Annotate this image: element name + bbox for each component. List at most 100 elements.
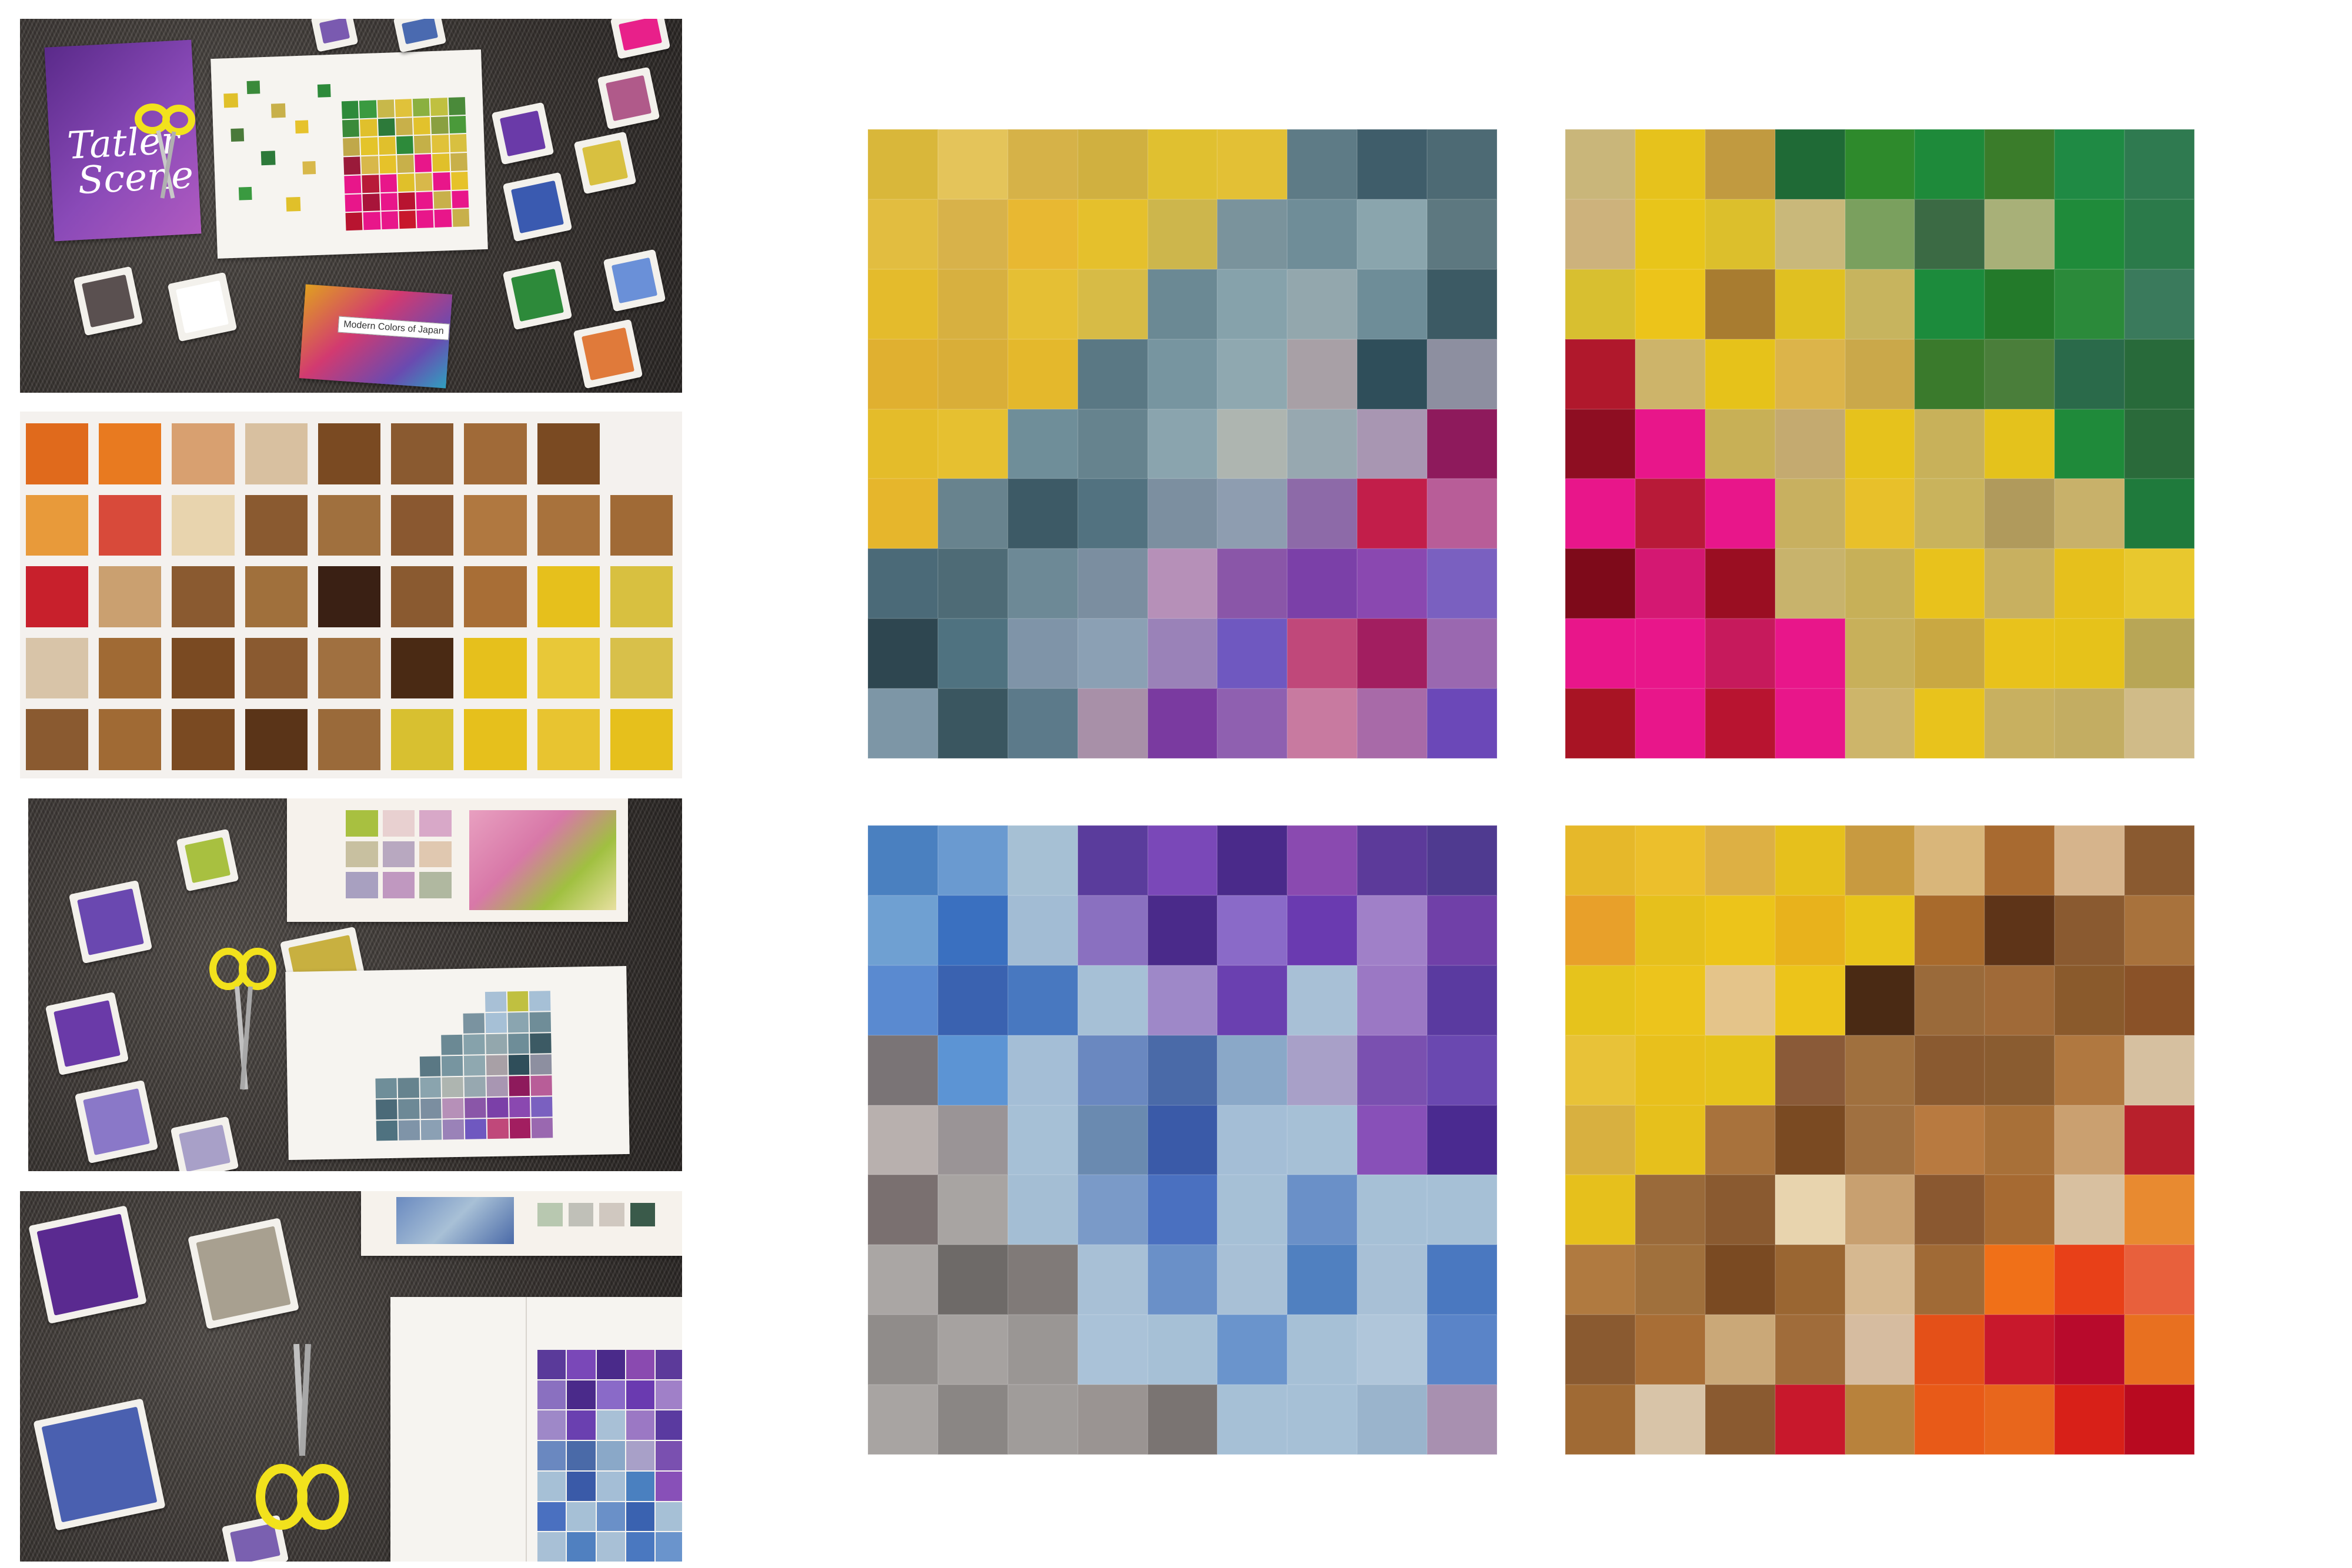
mosaic-tile [1635,1315,1705,1385]
book-title: Modern Colors of Japan [338,316,450,340]
mosaic-tile [1287,409,1358,479]
mosaic-blue-purple-grey [868,825,1497,1455]
mosaic-tile [1427,549,1497,619]
mosaic-tile [1427,409,1497,479]
mosaic-tile [1984,269,2055,339]
mosaic-tile [937,269,1008,339]
paper-tray [176,828,239,892]
mosaic-tile [1357,269,1428,339]
paper-tray [502,260,573,330]
mosaic-tile [1147,1315,1218,1385]
mosaic-tile [2054,825,2125,895]
mosaic-tile [868,269,938,339]
mosaic-tile [1217,339,1288,409]
mosaic-tile [1775,409,1845,479]
mosaic-tile [1565,965,1635,1035]
loose-tile [246,81,260,94]
mosaic-tile [1287,1175,1358,1245]
mosaic-tile [1635,409,1705,479]
mosaic-tile [1635,199,1705,269]
paper-tray [73,266,143,336]
mosaic-tile [1565,269,1635,339]
mosaic-tile [1775,479,1845,549]
mosaic-tile [1147,409,1218,479]
mosaic-tile [2124,618,2194,689]
mosaic-tile [1845,895,1915,965]
mosaic-tile [1357,129,1428,199]
mosaic-tile [1984,549,2055,619]
mosaic-tile [1635,339,1705,409]
mosaic-tile [1635,129,1705,199]
mosaic-tile [2054,129,2125,199]
mosaic-tile [1217,479,1288,549]
mosaic-tile [1007,1385,1078,1455]
mosaic-tile [1077,1175,1148,1245]
mosaic-tile [868,895,938,965]
mosaic-tile [1077,1105,1148,1175]
mosaic-tile [2124,199,2194,269]
mosaic-tile [1007,1315,1078,1385]
paper-tray [573,131,637,195]
mosaic-tile [1705,479,1775,549]
book-image [469,810,616,910]
mosaic-tile [1775,1175,1845,1245]
mosaic-tile [1915,339,1985,409]
mosaic-tile [1635,1105,1705,1175]
photo-blue-mosaic-progress [28,798,682,1171]
mosaic-tile [1775,549,1845,619]
mosaic-tile [1915,1175,1985,1245]
mosaic-tile [1635,965,1705,1035]
mosaic-tile [1705,825,1775,895]
mosaic-tile [1565,409,1635,479]
mosaic-tile [2054,479,2125,549]
mosaic-tile [1077,965,1148,1035]
mosaic-tile [1287,549,1358,619]
mosaic-tile [2054,1175,2125,1245]
mosaic-tile [1845,825,1915,895]
loose-tile [295,120,309,134]
paper-sheet [211,49,488,259]
mosaic-tile [2124,479,2194,549]
mosaic-tile [2054,1035,2125,1105]
mosaic-tile [1845,269,1915,339]
mosaic-tile [1427,1245,1497,1315]
mosaic-tile [2054,895,2125,965]
mosaic-tile [1007,688,1078,758]
mosaic-tile [1775,688,1845,758]
mosaic-tile [1845,618,1915,689]
open-color-book [361,1191,682,1256]
mosaic-tile [1635,1175,1705,1245]
mosaic-tile [868,1245,938,1315]
paper-tray [74,1079,159,1164]
mosaic-tile [1565,1385,1635,1455]
mosaic-tile [1287,1105,1358,1175]
mosaic-tile [1775,1245,1845,1315]
mosaic-tile [1217,618,1288,689]
mosaic-tile [1845,1245,1915,1315]
mosaic-tile [1984,618,2055,689]
mosaic-tile [1984,1175,2055,1245]
yellow-scissors-icon [209,948,276,1090]
mosaic-tile [1635,688,1705,758]
mosaic-tile [1077,199,1148,269]
mosaic-tile [1427,965,1497,1035]
mosaic-tile [1007,339,1078,409]
mosaic-tile [1357,339,1428,409]
mosaic-tile [1915,1035,1985,1105]
mosaic-tile [1984,825,2055,895]
loose-tile [302,161,316,175]
mosaic-tile [1565,1175,1635,1245]
mosaic-tile [1915,965,1985,1035]
mosaic-tile [1427,1315,1497,1385]
mosaic-tile [1565,1035,1635,1105]
mosaic-tile [1147,1105,1218,1175]
mosaic-tile [1287,479,1358,549]
mosaic-tile [868,479,938,549]
paper-tray [28,1205,147,1324]
mosaic-tile [1845,1105,1915,1175]
mosaic-tile [1635,479,1705,549]
mosaic-tile [1915,129,1985,199]
mosaic-tile [1077,825,1148,895]
photo-brown-squares [20,412,682,778]
mosaic-tile [1915,825,1985,895]
